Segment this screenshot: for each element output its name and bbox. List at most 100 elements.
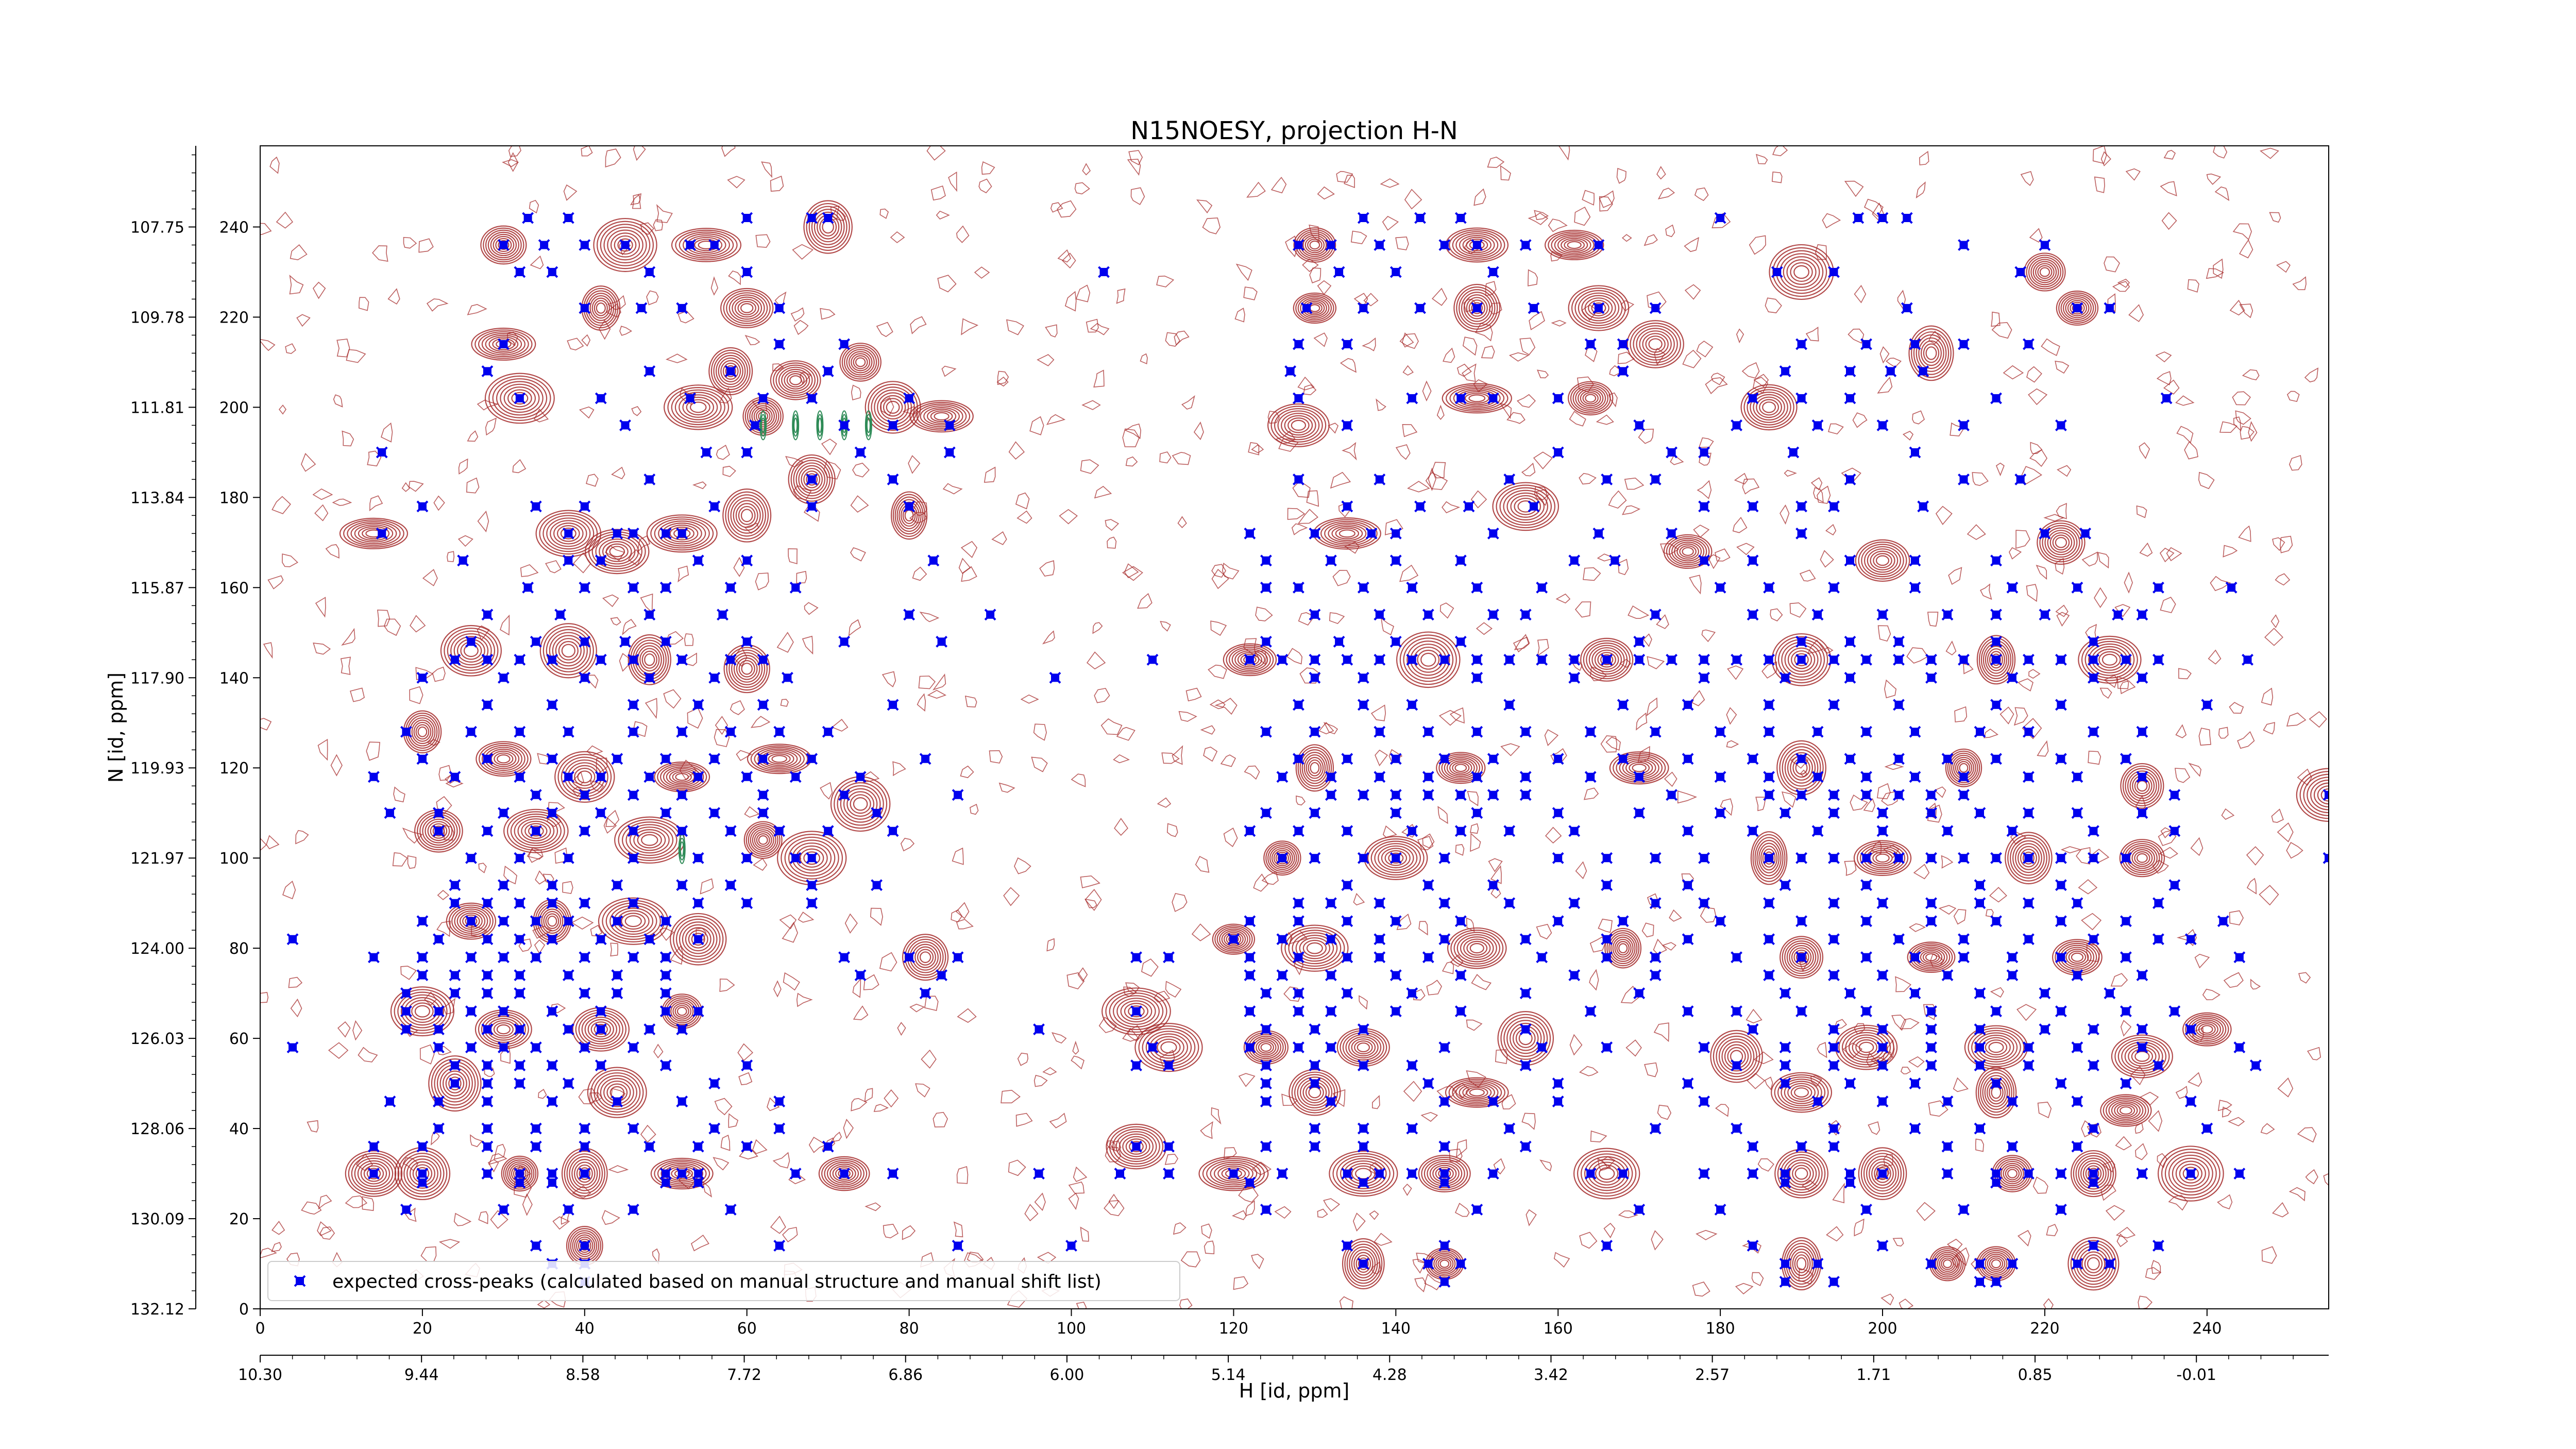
noise-contour — [957, 1008, 977, 1023]
cross-peak-point — [2233, 1168, 2246, 1180]
cross-peak-point — [481, 699, 494, 711]
cross-peak-point — [1374, 951, 1386, 964]
legend[interactable]: expected cross-peaks (calculated based o… — [267, 1261, 1180, 1301]
y-ppm-tick-label: 128.06 — [130, 1120, 184, 1138]
cross-peak-point — [367, 771, 380, 783]
peak-contour — [539, 623, 597, 679]
noise-contour — [1359, 995, 1368, 1010]
cross-peak-point — [806, 753, 818, 765]
cross-peak-point — [1471, 771, 1483, 783]
cross-peak-point — [1828, 897, 1840, 909]
cross-peak-point — [1990, 915, 2002, 928]
noise-contour — [1051, 1032, 1067, 1044]
cross-peak-point — [838, 1168, 851, 1180]
peak-contour — [1567, 381, 1614, 416]
cross-peak-point — [1990, 1005, 2002, 1018]
cross-peak-point — [432, 825, 445, 837]
cross-peak-point — [692, 699, 704, 711]
noise-contour — [1589, 969, 1599, 991]
cross-peak-point — [627, 852, 639, 864]
noise-contour — [1178, 711, 1197, 722]
noise-contour — [605, 148, 621, 167]
cross-peak-point — [514, 392, 526, 405]
cross-peak-point — [627, 1122, 639, 1135]
noise-contour — [1891, 1015, 1907, 1031]
cross-peak-point — [643, 671, 656, 684]
noise-contour — [2097, 552, 2109, 569]
peak-contour — [1710, 1030, 1763, 1083]
cross-peak-point — [2136, 1041, 2148, 1054]
cross-peak-point — [1592, 302, 1605, 314]
cross-peak-point — [1260, 987, 1272, 1000]
noise-contour — [522, 1193, 533, 1216]
noise-contour — [956, 902, 970, 919]
noise-contour — [2279, 535, 2293, 553]
cross-peak-point — [1260, 1204, 1272, 1216]
noise-contour — [1600, 735, 1618, 753]
noise-contour — [1545, 827, 1562, 844]
noise-contour — [1765, 297, 1782, 313]
noise-contour — [267, 575, 284, 589]
noise-contour — [260, 339, 276, 351]
noise-contour — [998, 782, 1015, 793]
cross-peak-point — [449, 987, 461, 1000]
x-ppm-tick-label: 6.86 — [888, 1366, 923, 1384]
cross-peak-point — [2071, 581, 2083, 594]
cross-peak-point — [903, 392, 916, 405]
noise-contour — [1073, 1166, 1088, 1182]
noise-contour — [1399, 333, 1419, 349]
cross-peak-point — [1893, 699, 1905, 711]
noise-contour — [1935, 506, 1953, 525]
cross-peak-point — [514, 653, 526, 666]
cross-peak-point — [1438, 852, 1451, 864]
noise-contour — [2237, 731, 2255, 749]
noise-contour — [773, 980, 782, 998]
x-ppm-tick-label: 3.42 — [1534, 1366, 1568, 1384]
noise-contour — [2076, 847, 2091, 865]
noise-contour — [921, 1049, 937, 1069]
noise-contour — [1596, 414, 1614, 425]
cross-peak-point — [1146, 1041, 1159, 1054]
noise-contour — [487, 1159, 499, 1173]
noise-contour — [1177, 516, 1187, 528]
cross-peak-point — [1731, 653, 1743, 666]
noise-contour — [727, 176, 745, 189]
noise-contour — [1653, 1022, 1669, 1042]
noise-contour — [1080, 875, 1100, 888]
cross-peak-point — [481, 933, 494, 946]
noise-contour — [1001, 1089, 1021, 1104]
cross-peak-point — [1601, 1240, 1613, 1252]
noise-contour — [1877, 376, 1893, 394]
noise-contour — [436, 796, 452, 815]
noise-contour — [716, 445, 730, 460]
cross-peak-point — [1649, 852, 1662, 864]
cross-peak-point — [1406, 653, 1418, 666]
cross-peak-point — [1536, 1041, 1548, 1054]
cross-peak-point — [1925, 1005, 1937, 1018]
cross-peak-point — [2087, 635, 2099, 648]
noise-contour — [1124, 423, 1142, 440]
noise-contour — [2139, 542, 2153, 557]
noise-contour — [2214, 186, 2230, 201]
cross-peak-point — [838, 338, 851, 350]
noise-contour — [736, 750, 753, 761]
cross-peak-point — [514, 1023, 526, 1036]
peak-contour — [2120, 763, 2164, 809]
cross-peak-point — [692, 1005, 704, 1018]
noise-contour — [1765, 1076, 1773, 1090]
cross-peak-point — [530, 635, 542, 648]
cross-peak-point — [416, 1168, 429, 1180]
noise-contour — [610, 942, 619, 957]
noise-contour — [2233, 416, 2241, 432]
noise-contour — [1179, 1298, 1193, 1309]
noise-contour — [1908, 1056, 1925, 1068]
noise-contour — [755, 572, 769, 591]
cross-peak-point — [1309, 1077, 1321, 1090]
cross-peak-point — [2006, 1140, 2019, 1153]
y-ppm-tick-label: 126.03 — [130, 1030, 184, 1048]
noise-contour — [989, 750, 1003, 764]
noise-contour — [730, 700, 745, 715]
noise-contour — [2232, 223, 2252, 241]
peak-contour — [1212, 923, 1256, 955]
noise-contour — [2120, 1020, 2132, 1037]
